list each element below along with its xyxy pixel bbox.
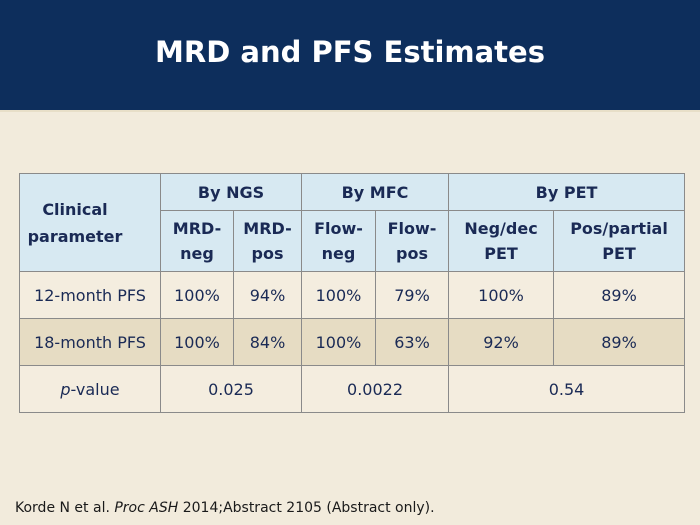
subheader-neg-dec-pet-text: Neg/dec PET [464, 219, 538, 263]
pvalue-label: p-value [19, 365, 161, 413]
subheader-flow-pos-text: Flow-pos [387, 219, 437, 263]
table-cell: 94% [233, 271, 302, 319]
row-label: 18-month PFS [19, 318, 161, 366]
table-cell: 79% [374, 271, 450, 319]
pvalue-ngs: 0.025 [160, 365, 302, 413]
citation-authors: Korde N et al. [15, 500, 110, 516]
subheader-flow-pos: Flow-pos [374, 210, 450, 272]
pvalue-mfc: 0.0022 [300, 365, 450, 413]
table-cell: 84% [233, 318, 302, 366]
sub-header-row: MRD-neg MRD-pos Flow-neg Flow-pos Neg/de… [20, 210, 686, 272]
table-cell: 92% [448, 318, 555, 366]
row-label: 12-month PFS [19, 271, 161, 319]
table-cell: 63% [374, 318, 450, 366]
table-row: 12-month PFS 100% 94% 100% 79% 100% 89% [19, 271, 686, 319]
header-divider [0, 110, 700, 112]
param-header-text: Clinical parameter [27, 199, 123, 246]
pvalue-label-rest: -value [70, 379, 120, 399]
table-cell: 100% [448, 271, 555, 319]
subheader-flow-neg-text: Flow-neg [314, 219, 363, 263]
citation-journal: Proc ASH [114, 500, 179, 516]
slide-title: MRD and PFS Estimates [155, 35, 545, 69]
table-cell: 89% [553, 271, 686, 319]
table-cell: 100% [160, 271, 234, 319]
table-cell: 89% [553, 318, 686, 366]
subheader-neg-dec-pet: Neg/dec PET [448, 210, 555, 272]
subheader-mrd-neg-text: MRD-neg [172, 219, 222, 263]
param-header: Clinical parameter [19, 173, 161, 272]
slide-header: MRD and PFS Estimates [0, 0, 700, 110]
subheader-pos-partial-pet: Pos/partial PET [553, 210, 686, 272]
group-header-pet: By PET [448, 173, 686, 211]
group-header-row: Clinical parameter By NGS By MFC By PET [19, 173, 686, 272]
subheader-pos-partial-pet-text: Pos/partial PET [570, 219, 668, 263]
citation: Korde N et al. Proc ASH 2014;Abstract 21… [15, 500, 435, 516]
table-row: 18-month PFS 100% 84% 100% 63% 92% 89% [19, 318, 686, 366]
citation-rest: 2014;Abstract 2105 (Abstract only). [182, 500, 435, 516]
table-cell: 100% [160, 318, 234, 366]
table-cell: 100% [301, 318, 376, 366]
pvalue-label-italic: p [60, 379, 71, 399]
pvalue-pet: 0.54 [448, 365, 686, 413]
group-header-ngs: By NGS [160, 173, 302, 211]
subheader-flow-neg: Flow-neg [301, 210, 376, 272]
subheader-mrd-neg: MRD-neg [160, 210, 234, 272]
results-table: Clinical parameter By NGS By MFC By PET … [19, 173, 686, 413]
pvalue-row: p-value 0.025 0.0022 0.54 [19, 365, 686, 413]
group-header-mfc: By MFC [300, 173, 450, 211]
subheader-mrd-pos: MRD-pos [233, 210, 302, 272]
subheader-mrd-pos-text: MRD-pos [243, 219, 292, 263]
table-cell: 100% [301, 271, 376, 319]
